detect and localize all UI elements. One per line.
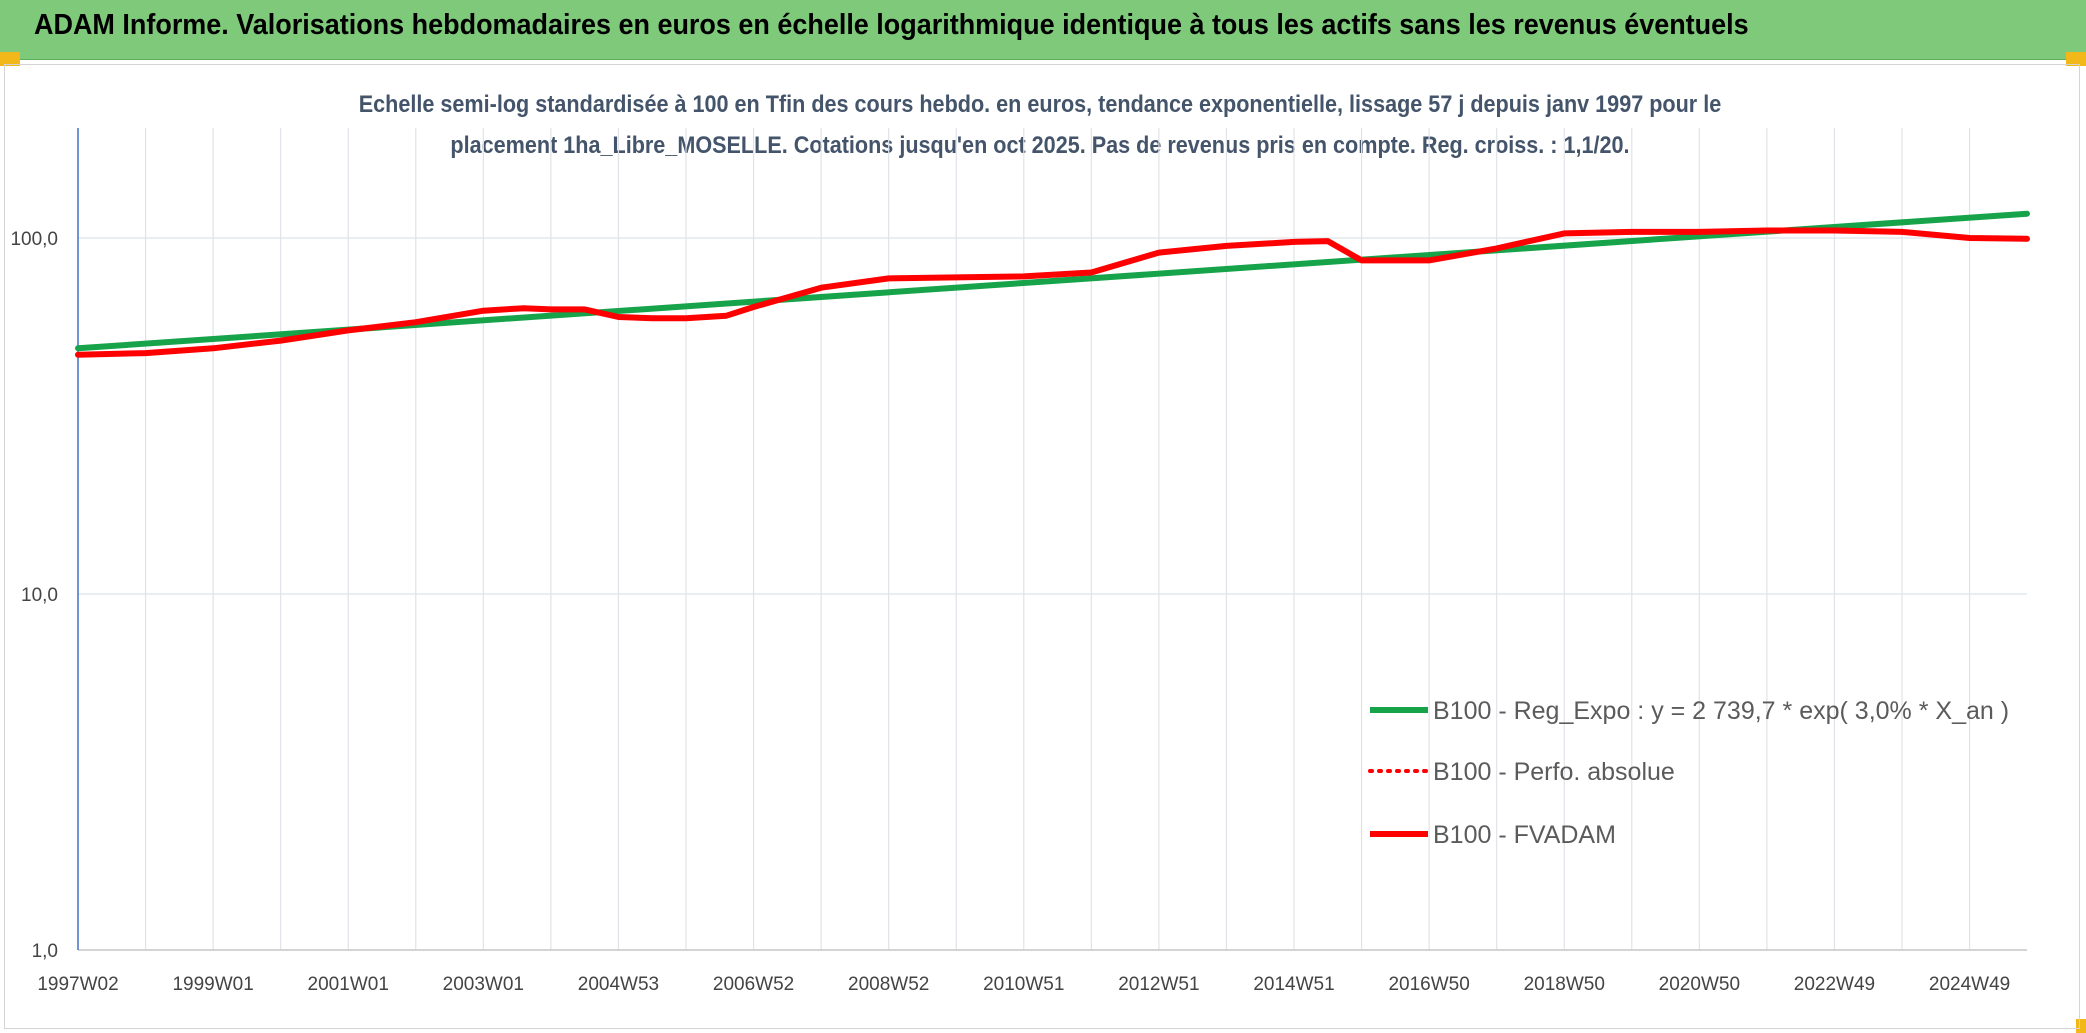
chart-subtitle-line-2: placement 1ha_Libre_MOSELLE. Cotations j…: [450, 132, 1630, 159]
corner-mark-left: [0, 52, 20, 66]
legend: B100 - Reg_Expo : y = 2 739,7 * exp( 3,0…: [1368, 697, 2009, 849]
x-tick-label: 2014W51: [1253, 974, 1334, 995]
chart-subtitle-line-1: Echelle semi-log standardisée à 100 en T…: [358, 91, 1722, 118]
axes: 1,0 10,0 100,0 1997W02 1999W01 2001W01 2003W01…: [10, 128, 2027, 995]
corner-mark-bottom-right: [2076, 1019, 2086, 1033]
y-tick-label: 1,0: [32, 941, 58, 962]
legend-label: B100 - FVADAM: [1433, 821, 1616, 849]
series-line-fvadam: [75, 227, 2030, 358]
x-tick-label: 2010W51: [983, 974, 1064, 995]
x-tick-label: 2006W52: [713, 974, 794, 995]
x-tick-label: 2001W01: [308, 974, 389, 995]
chart-subtitle: Echelle semi-log standardisée à 100 en T…: [275, 84, 1805, 166]
x-tick-label: 1999W01: [172, 974, 253, 995]
x-tick-label: 2004W53: [578, 974, 659, 995]
x-tick-label: 1997W02: [37, 974, 118, 995]
series-line-perfo-absolue: [76, 228, 2029, 357]
x-tick-label: 2022W49: [1794, 974, 1875, 995]
x-tick-label: 2020W50: [1659, 974, 1740, 995]
y-tick-label: 100,0: [10, 229, 58, 250]
x-tick-label: 2003W01: [443, 974, 524, 995]
x-tick-label: 2008W52: [848, 974, 929, 995]
x-tick-label: 2024W49: [1929, 974, 2010, 995]
chart-frame: [4, 64, 2080, 1029]
x-tick-label: 2018W50: [1524, 974, 1605, 995]
title-banner: ADAM Informe. Valorisations hebdomadaire…: [0, 0, 2086, 60]
report-title: ADAM Informe. Valorisations hebdomadaire…: [34, 9, 1749, 41]
legend-label: B100 - Reg_Expo : y = 2 739,7 * exp( 3,0…: [1433, 697, 2009, 725]
x-tick-label: 2012W51: [1118, 974, 1199, 995]
series-lines: [75, 210, 2030, 358]
x-tick-label: 2016W50: [1388, 974, 1469, 995]
corner-mark-right: [2066, 52, 2086, 66]
y-tick-label: 10,0: [21, 585, 58, 606]
legend-label: B100 - Perfo. absolue: [1433, 758, 1675, 786]
grid-lines: [77, 128, 2027, 951]
